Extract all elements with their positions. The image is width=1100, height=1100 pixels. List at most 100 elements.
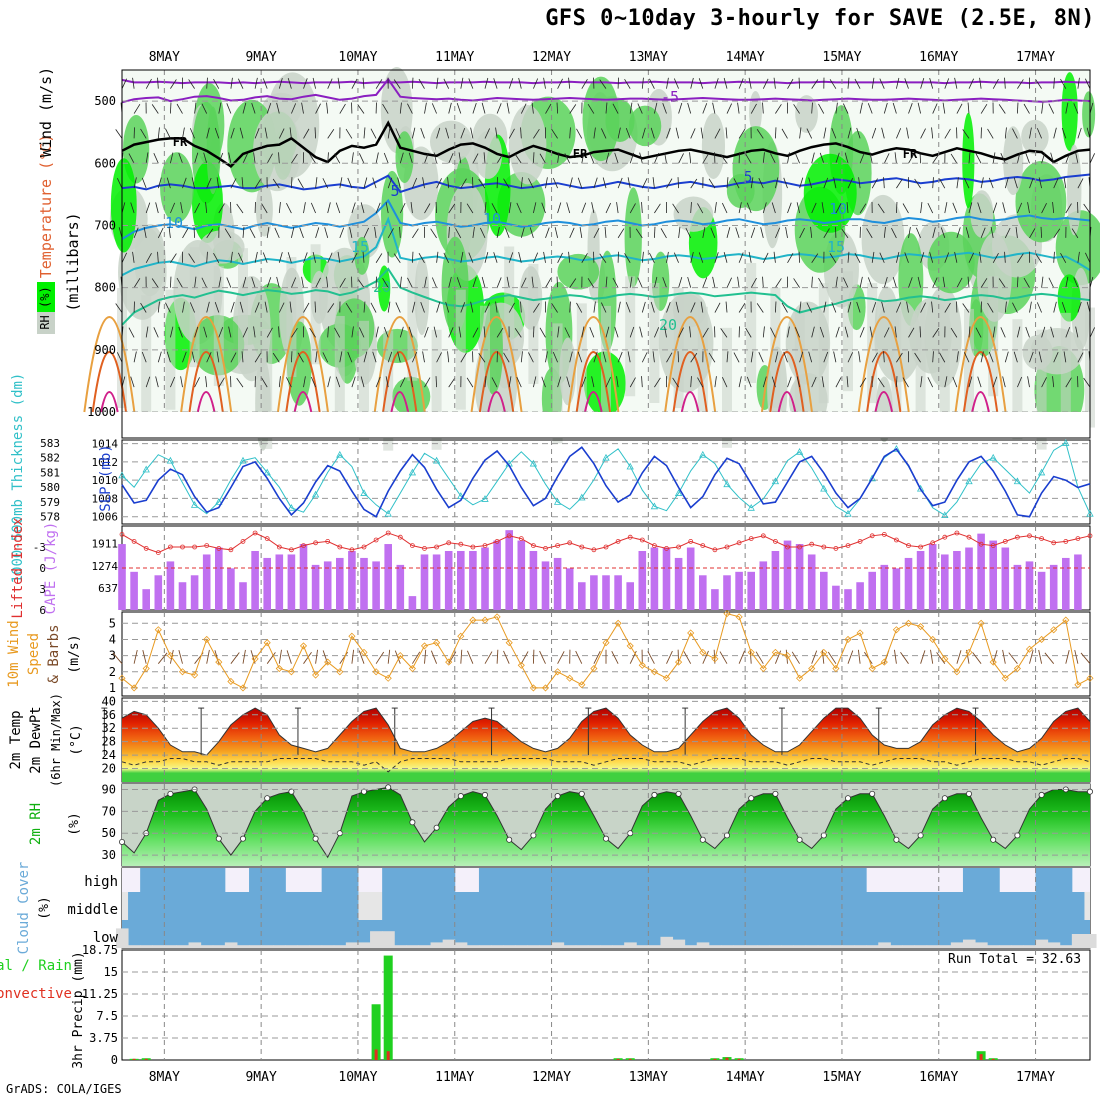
cape-bar bbox=[299, 544, 308, 610]
wind-barb bbox=[278, 202, 281, 214]
wind10m-marker bbox=[275, 664, 283, 673]
wind-barb bbox=[624, 79, 631, 89]
wind10m-marker bbox=[844, 635, 852, 644]
lifted-marker bbox=[869, 533, 875, 539]
wind-barb bbox=[303, 252, 308, 263]
wind10m-marker bbox=[1025, 645, 1034, 653]
wind-barb bbox=[908, 103, 913, 114]
wind-barb bbox=[968, 152, 971, 164]
cape-bar bbox=[432, 554, 441, 610]
rh2m-marker bbox=[578, 790, 585, 797]
rh-shading bbox=[141, 295, 152, 416]
wind-barb bbox=[587, 278, 595, 288]
wind-barb bbox=[1038, 351, 1042, 363]
cloud-high-bar bbox=[442, 868, 456, 892]
wind-barb bbox=[690, 251, 694, 263]
wind-barb bbox=[516, 202, 522, 214]
cloud-high-bar bbox=[841, 868, 855, 892]
cape-bar bbox=[977, 533, 985, 610]
wind10m-marker bbox=[711, 655, 719, 663]
wind-barb bbox=[508, 128, 515, 139]
wind-barb bbox=[201, 277, 208, 288]
lifted-marker bbox=[325, 539, 331, 544]
wind10m-barb bbox=[412, 651, 421, 664]
date-label-bottom: 8MAY bbox=[149, 1070, 180, 1085]
cape-bar bbox=[699, 575, 707, 610]
rh2m-marker bbox=[1087, 788, 1094, 795]
cloud-high-bar bbox=[854, 868, 867, 892]
wind10m-barb bbox=[702, 650, 709, 664]
wind-barb bbox=[605, 326, 610, 338]
wind-barb bbox=[883, 226, 886, 238]
wind-barb bbox=[375, 79, 383, 89]
wind-barb bbox=[460, 352, 467, 363]
isotherm-line bbox=[121, 120, 1091, 169]
wind10m-marker bbox=[1001, 674, 1009, 682]
wind10m-barb bbox=[322, 650, 329, 664]
wind-barb bbox=[514, 328, 522, 338]
wind-barb bbox=[835, 276, 838, 288]
wind-barb bbox=[811, 376, 817, 388]
wind10m-barb bbox=[484, 651, 493, 664]
wind-barb bbox=[254, 77, 258, 89]
lifted-marker bbox=[1027, 533, 1032, 539]
wind10m-panel-frame bbox=[121, 611, 1091, 697]
wind-barb bbox=[714, 302, 721, 313]
cloud-middle-bar bbox=[720, 892, 734, 920]
cloud-low-bar bbox=[829, 945, 843, 948]
wind10m-barb bbox=[1074, 649, 1079, 664]
wind-barb bbox=[599, 79, 607, 89]
cloud-low-bar bbox=[624, 942, 637, 948]
wind10m-marker bbox=[783, 652, 792, 660]
wind-barb bbox=[569, 351, 573, 363]
rh2m-marker bbox=[990, 836, 997, 843]
wind-barb bbox=[266, 102, 272, 114]
cloud-middle-bar bbox=[660, 892, 674, 920]
wind-barb bbox=[1077, 352, 1084, 363]
thickness-marker bbox=[118, 471, 126, 479]
wind-barb bbox=[412, 351, 418, 363]
slp-line bbox=[121, 446, 1091, 518]
wind10m-barb bbox=[520, 651, 529, 664]
wind-barb bbox=[178, 152, 183, 164]
wind10m-marker bbox=[154, 626, 162, 634]
wind-barb bbox=[1017, 79, 1024, 89]
wind-barb bbox=[835, 377, 842, 388]
wind-barb bbox=[493, 252, 498, 263]
wind-barb bbox=[508, 302, 515, 313]
wind-barb bbox=[503, 352, 510, 363]
wind-barb bbox=[194, 152, 199, 164]
thickness-marker bbox=[892, 445, 901, 452]
wind-barb bbox=[821, 376, 825, 388]
wind-barb bbox=[859, 152, 865, 164]
wind-barb bbox=[375, 152, 379, 164]
precip-convective-label: Convective bbox=[0, 986, 72, 1002]
wind-barb bbox=[170, 79, 177, 89]
cape-bar bbox=[989, 540, 997, 610]
cloud-middle-bar bbox=[466, 892, 480, 920]
wind-barb bbox=[654, 327, 660, 338]
wind-barb bbox=[557, 202, 562, 214]
cloud-middle-bar bbox=[128, 892, 141, 920]
cloud-middle-bar bbox=[1011, 892, 1024, 920]
wind-barb bbox=[191, 351, 195, 363]
wind10m-marker bbox=[917, 622, 925, 631]
wind-barb bbox=[581, 202, 587, 214]
wind10m-barb bbox=[972, 652, 982, 664]
cloud-middle-bar bbox=[575, 892, 589, 920]
wind-barb bbox=[412, 177, 418, 189]
wind-barb bbox=[811, 152, 815, 164]
wind-barb bbox=[412, 228, 419, 239]
cape-bar bbox=[868, 571, 876, 610]
thickness-marker bbox=[311, 490, 320, 498]
rh-shading bbox=[407, 260, 418, 381]
wind-barb bbox=[1050, 152, 1055, 164]
cape-bar bbox=[469, 550, 477, 610]
wind-barb bbox=[605, 152, 610, 164]
cape-bar bbox=[735, 571, 743, 610]
cloud-high-bar bbox=[345, 868, 359, 892]
wind-barb bbox=[879, 78, 885, 89]
cloud-low-bar bbox=[539, 945, 553, 948]
wind-barb bbox=[412, 301, 416, 313]
wind-barb bbox=[253, 326, 256, 338]
